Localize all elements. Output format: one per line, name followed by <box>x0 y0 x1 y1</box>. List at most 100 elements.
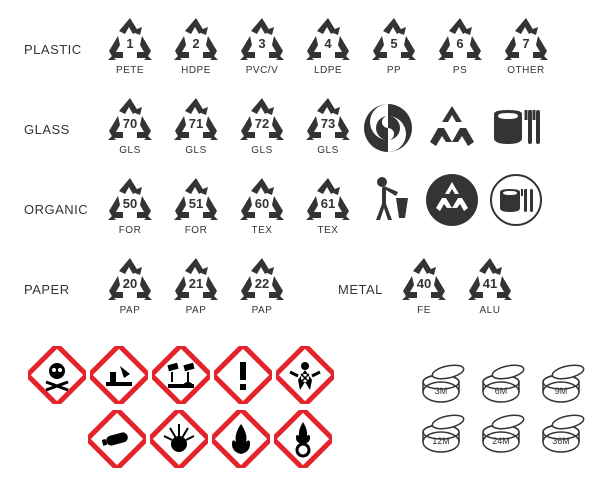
ric-label: GLS <box>119 145 141 156</box>
row-label: PAPER <box>24 256 100 297</box>
ric-label: TEX <box>252 225 273 236</box>
ric-row-glass: GLASS 70 GLS 71 GLS 72 GLS 73 GLS <box>24 96 358 156</box>
ric-row-organic: ORGANIC 50 FOR 51 FOR 60 TEX 61 TEX <box>24 176 358 236</box>
ric-paper-21: 21 PAP <box>166 256 226 316</box>
ric-number: 7 <box>500 36 552 51</box>
ric-row-plastic: PLASTIC 1 PETE 2 HDPE 3 PVC/V 4 LDPE <box>24 16 556 76</box>
recycle-triangle-icon: 71 <box>170 96 222 142</box>
recycle-triangle-icon: 7 <box>500 16 552 62</box>
ric-plastic-3: 3 PVC/V <box>232 16 292 76</box>
ric-number: 72 <box>236 116 288 131</box>
ric-number: 70 <box>104 116 156 131</box>
ric-number: 73 <box>302 116 354 131</box>
hazard-gas-cylinder-icon <box>88 410 146 468</box>
ric-number: 6 <box>434 36 486 51</box>
ric-number: 22 <box>236 276 288 291</box>
hazard-flame-icon <box>212 410 270 468</box>
ric-row-paper: PAPER 20 PAP 21 PAP 22 PAP <box>24 256 292 316</box>
hazard-exploding-bomb-icon <box>150 410 208 468</box>
ric-label: PS <box>453 65 467 76</box>
ric-label: GLS <box>317 145 339 156</box>
recycle-mobius-icon <box>424 100 480 161</box>
packaging-icons-row-1 <box>360 100 544 161</box>
ric-metal-40: 40 FE <box>394 256 454 316</box>
pao-3m-icon: 3M <box>414 362 468 408</box>
ric-number: 21 <box>170 276 222 291</box>
pao-9m-icon: 9M <box>534 362 588 408</box>
hazard-health-hazard-icon <box>276 346 334 404</box>
ric-number: 41 <box>464 276 516 291</box>
hazard-environment-icon <box>90 346 148 404</box>
ric-label: FE <box>417 305 431 316</box>
pao-36m-icon: 36M <box>534 412 588 458</box>
ric-row-metal: METAL 40 FE 41 ALU <box>338 256 520 316</box>
ric-number: 3 <box>236 36 288 51</box>
green-dot-icon <box>360 100 416 161</box>
food-safe-outline-icon <box>488 172 544 233</box>
ric-label: PAP <box>252 305 273 316</box>
ric-label: GLS <box>251 145 273 156</box>
ric-organic-50: 50 FOR <box>100 176 160 236</box>
ric-number: 4 <box>302 36 354 51</box>
ric-organic-60: 60 TEX <box>232 176 292 236</box>
recycle-triangle-icon: 5 <box>368 16 420 62</box>
pao-6m-icon: 6M <box>474 362 528 408</box>
ric-plastic-4: 4 LDPE <box>298 16 358 76</box>
packaging-icons-row-2 <box>360 172 544 233</box>
food-safe-icon <box>488 100 544 161</box>
ric-number: 50 <box>104 196 156 211</box>
recycle-triangle-icon: 40 <box>398 256 450 302</box>
ric-label: PP <box>387 65 401 76</box>
row-label: ORGANIC <box>24 176 100 217</box>
ric-number: 40 <box>398 276 450 291</box>
pao-label: 24M <box>474 436 528 446</box>
hazard-flame-over-circle-icon <box>274 410 332 468</box>
ric-label: PETE <box>116 65 144 76</box>
ric-label: PAP <box>186 305 207 316</box>
ric-label: GLS <box>185 145 207 156</box>
ric-glass-71: 71 GLS <box>166 96 226 156</box>
recycle-triangle-icon: 20 <box>104 256 156 302</box>
recycle-triangle-icon: 70 <box>104 96 156 142</box>
pao-grid: 3M 6M 9M 12M 24M <box>414 362 588 458</box>
ric-glass-70: 70 GLS <box>100 96 160 156</box>
ric-plastic-2: 2 HDPE <box>166 16 226 76</box>
ric-number: 1 <box>104 36 156 51</box>
pao-12m-icon: 12M <box>414 412 468 458</box>
pao-label: 36M <box>534 436 588 446</box>
ric-metal-41: 41 ALU <box>460 256 520 316</box>
ric-label: HDPE <box>181 65 211 76</box>
ric-number: 5 <box>368 36 420 51</box>
ric-glass-72: 72 GLS <box>232 96 292 156</box>
recycle-triangle-icon: 1 <box>104 16 156 62</box>
recycle-triangle-icon: 60 <box>236 176 288 222</box>
ric-number: 20 <box>104 276 156 291</box>
ric-label: FOR <box>185 225 208 236</box>
recycle-triangle-icon: 41 <box>464 256 516 302</box>
row-label-metal: METAL <box>338 256 394 297</box>
recycle-triangle-icon: 73 <box>302 96 354 142</box>
pao-label: 12M <box>414 436 468 446</box>
ric-label: TEX <box>318 225 339 236</box>
hazard-row-1 <box>28 346 334 404</box>
hazard-exclamation-icon <box>214 346 272 404</box>
recycle-triangle-icon: 51 <box>170 176 222 222</box>
hazard-row-2 <box>88 410 332 468</box>
hazard-corrosive-icon <box>152 346 210 404</box>
recycle-triangle-icon: 61 <box>302 176 354 222</box>
recycle-triangle-icon: 22 <box>236 256 288 302</box>
row-label: PLASTIC <box>24 16 100 57</box>
ric-plastic-7: 7 OTHER <box>496 16 556 76</box>
recycle-triangle-icon: 6 <box>434 16 486 62</box>
pao-label: 9M <box>534 386 588 396</box>
recycle-triangle-icon: 50 <box>104 176 156 222</box>
ric-glass-73: 73 GLS <box>298 96 358 156</box>
pao-label: 6M <box>474 386 528 396</box>
recycle-filled-icon <box>424 172 480 233</box>
ric-number: 71 <box>170 116 222 131</box>
hazard-skull-crossbones-icon <box>28 346 86 404</box>
ric-plastic-5: 5 PP <box>364 16 424 76</box>
ric-plastic-6: 6 PS <box>430 16 490 76</box>
recycle-triangle-icon: 72 <box>236 96 288 142</box>
tidyman-icon <box>360 172 416 233</box>
